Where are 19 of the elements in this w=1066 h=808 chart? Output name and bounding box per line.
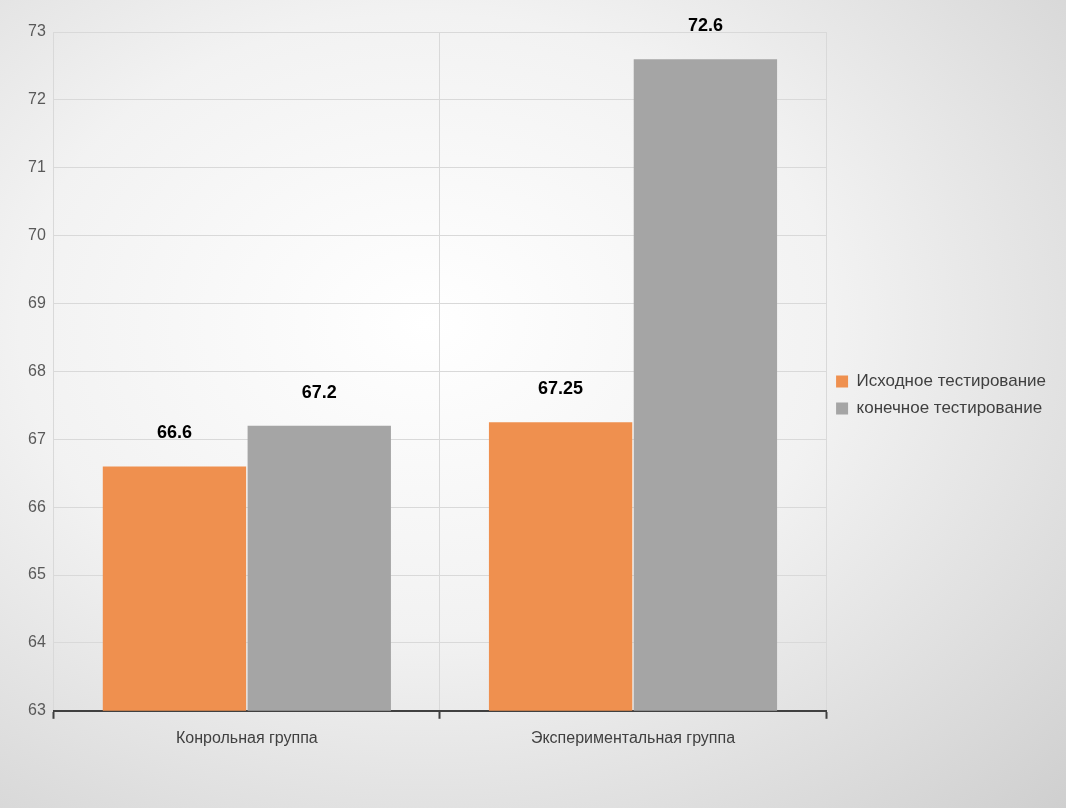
- y-tick-label: 63: [28, 701, 46, 719]
- data-label: 72.6: [687, 15, 723, 36]
- y-tick-label: 73: [28, 22, 46, 40]
- y-tick-label: 66: [28, 497, 46, 515]
- legend-label: Исходное тестирование: [856, 371, 1047, 391]
- y-tick-label: 65: [28, 565, 46, 583]
- y-tick-label: 68: [28, 361, 46, 379]
- data-label: 67.2: [301, 381, 337, 402]
- y-tick-label: 64: [28, 633, 46, 651]
- y-tick-label: 69: [28, 293, 46, 311]
- legend-label: конечное тестирование: [856, 398, 1043, 418]
- x-tick-label: Экспериментальная группа: [530, 728, 736, 746]
- y-tick-label: 67: [28, 429, 46, 447]
- y-tick-label: 70: [28, 226, 46, 244]
- data-label: 66.6: [156, 422, 192, 443]
- data-label: 67.25: [538, 378, 584, 399]
- y-tick-label: 72: [28, 90, 46, 108]
- x-tick-label: Конрольная группа: [175, 728, 318, 746]
- y-tick-label: 71: [28, 158, 46, 176]
